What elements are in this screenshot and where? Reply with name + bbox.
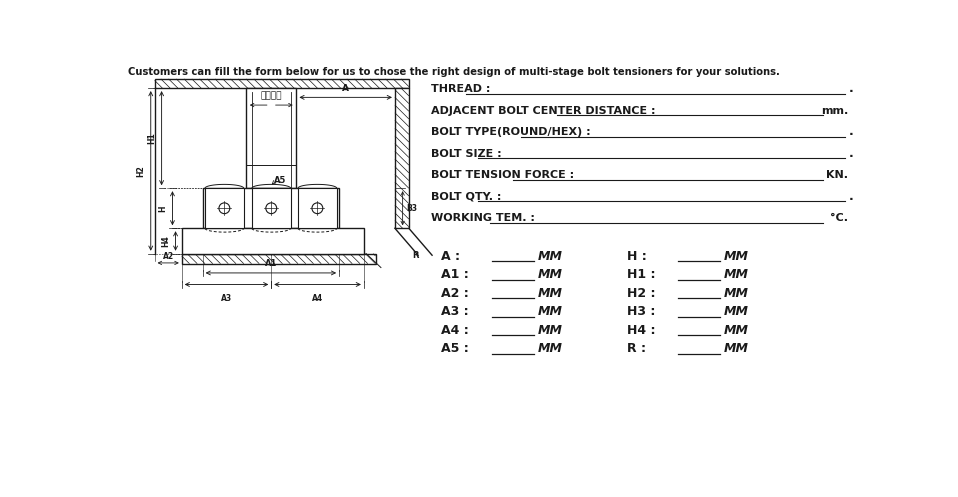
Text: B3: B3 [406,204,418,213]
Text: MM: MM [537,305,562,318]
Circle shape [312,203,323,214]
Text: .: . [848,147,853,160]
Bar [203,188,339,228]
Text: H3 :: H3 : [627,305,655,318]
Text: .: . [848,125,853,138]
Text: .: . [848,190,853,203]
Text: MM: MM [537,268,562,281]
Text: MM: MM [537,250,562,263]
Text: MM: MM [723,305,748,318]
Text: MM: MM [723,268,748,281]
Circle shape [219,203,230,214]
Text: BOLT TENSION FORCE :: BOLT TENSION FORCE : [431,170,575,180]
Text: ADJACENT BOLT CENTER DISTANCE :: ADJACENT BOLT CENTER DISTANCE : [431,105,656,115]
Text: A2 :: A2 : [442,287,469,300]
Text: .: . [848,82,853,95]
Text: Customers can fill the form below for us to chose the right design of multi-stag: Customers can fill the form below for us… [127,67,780,77]
Text: MM: MM [537,324,562,337]
Text: A2: A2 [163,252,173,261]
Text: °C.: °C. [831,213,848,223]
Text: H2: H2 [136,165,146,177]
Text: H1: H1 [148,132,156,144]
Bar [252,188,290,228]
Text: A1 :: A1 : [442,268,469,281]
Text: A5: A5 [274,176,285,185]
Text: MM: MM [723,287,748,300]
Text: R :: R : [627,342,647,355]
Text: R: R [412,250,419,259]
Bar [154,79,409,88]
Text: A3 :: A3 : [442,305,469,318]
Text: KN.: KN. [826,170,848,180]
Text: WORKING TEM. :: WORKING TEM. : [431,213,536,223]
Text: H1 :: H1 : [627,268,656,281]
Text: MM: MM [723,324,748,337]
Text: A3: A3 [221,294,232,303]
Bar [298,188,337,228]
Text: A :: A : [442,250,461,263]
Bar [182,228,364,253]
Text: BOLT SIZE :: BOLT SIZE : [431,149,502,159]
Text: A1: A1 [264,259,277,268]
Text: MM: MM [537,287,562,300]
Text: THREAD :: THREAD : [431,84,490,94]
Text: mm.: mm. [821,105,848,115]
Text: A5 :: A5 : [442,342,469,355]
Text: MM: MM [723,250,748,263]
Text: BOLT TYPE(ROUND/HEX) :: BOLT TYPE(ROUND/HEX) : [431,127,591,137]
Bar [395,88,409,228]
Text: H4: H4 [161,235,171,247]
Text: H :: H : [627,250,647,263]
Text: A4 :: A4 : [442,324,469,337]
Text: 螺纹规格: 螺纹规格 [261,91,282,100]
Text: MM: MM [537,342,562,355]
Bar [205,188,243,228]
Text: MM: MM [723,342,748,355]
Text: H2 :: H2 : [627,287,656,300]
Circle shape [265,203,277,214]
Bar [246,88,296,188]
Text: A: A [342,84,349,93]
Bar [182,253,376,264]
Text: A4: A4 [312,294,323,303]
Text: H: H [158,205,167,212]
Text: BOLT QTY. :: BOLT QTY. : [431,192,502,202]
Text: H4 :: H4 : [627,324,656,337]
